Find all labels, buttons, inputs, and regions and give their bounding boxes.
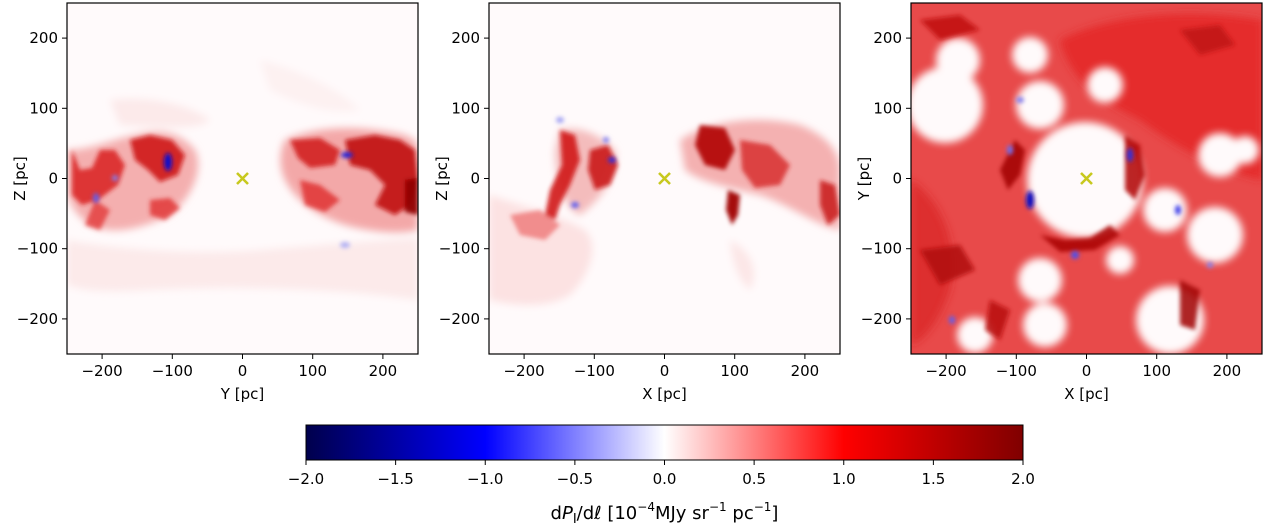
x-axis-label: Y [pc] (220, 385, 264, 403)
xtick-label: −200 (503, 362, 544, 380)
xtick-label: 200 (1213, 362, 1242, 380)
ytick-label: −200 (439, 310, 480, 328)
ytick-label: 0 (470, 170, 480, 188)
xtick-label: 200 (369, 362, 398, 380)
ytick-label: 200 (451, 29, 480, 47)
xtick-label: −200 (925, 362, 966, 380)
ytick-label: −100 (861, 240, 902, 258)
panel-3 (910, 2, 1263, 355)
heatmap-3 (911, 3, 1262, 354)
xtick-label: 100 (1142, 362, 1171, 380)
x-axis-label: X [pc] (1064, 385, 1109, 403)
colorbar-tick-label: 0.0 (653, 470, 677, 488)
colorbar-label: dPI/dℓ [10−4MJy sr−1 pc−1] (551, 500, 779, 527)
heatmap-1 (67, 3, 418, 354)
ytick-label: −200 (17, 310, 58, 328)
colorbar-tick-label: 1.0 (832, 470, 856, 488)
xtick-label: −100 (996, 362, 1037, 380)
colorbar-ticks: −2.0 −1.5 −1.0 −0.5 0.0 0.5 1.0 1.5 2.0 (288, 460, 1035, 488)
x-axis-label: X [pc] (642, 385, 687, 403)
ytick-label: −100 (439, 240, 480, 258)
ytick-label: 100 (29, 99, 58, 117)
y-axis-label: Z [pc] (11, 156, 29, 201)
panel-1 (66, 2, 419, 355)
ytick-label: −100 (17, 240, 58, 258)
center-marker-2 (658, 172, 671, 185)
y-axis-label: Y [pc] (855, 157, 873, 201)
colorbar-tick-label: −0.5 (557, 470, 593, 488)
ytick-label: 200 (873, 29, 902, 47)
colorbar-tick-label: −1.0 (467, 470, 503, 488)
ytick-label: −200 (861, 310, 902, 328)
axes-layer: −200 −100 0 100 200 −200 −100 0 100 200 Y [pc] Z [p… (11, 29, 1241, 403)
xtick-label: 0 (238, 362, 248, 380)
panel-2 (488, 2, 841, 355)
xtick-label: 0 (1082, 362, 1092, 380)
ytick-label: 200 (29, 29, 58, 47)
xtick-label: −200 (81, 362, 122, 380)
xtick-label: 100 (298, 362, 327, 380)
ytick-label: 0 (48, 170, 58, 188)
xtick-label: 200 (791, 362, 820, 380)
xtick-label: −100 (152, 362, 193, 380)
xtick-label: −100 (574, 362, 615, 380)
colorbar-tick-label: −2.0 (288, 470, 324, 488)
colorbar-tick-label: −1.5 (377, 470, 413, 488)
colorbar-tick-label: 2.0 (1011, 470, 1035, 488)
colorbar-tick-label: 1.5 (921, 470, 945, 488)
ytick-label: 100 (873, 99, 902, 117)
ytick-label: 0 (892, 170, 902, 188)
colorbar-tick-label: 0.5 (742, 470, 766, 488)
center-marker-3 (1080, 172, 1093, 185)
y-axis-label: Z [pc] (433, 156, 451, 201)
xtick-label: 100 (720, 362, 749, 380)
ytick-label: 100 (451, 99, 480, 117)
xtick-label: 0 (660, 362, 670, 380)
colorbar-gradient (305, 424, 1024, 461)
center-marker-1 (236, 172, 249, 185)
colorbar: −2.0 −1.5 −1.0 −0.5 0.0 0.5 1.0 1.5 2.0 dPI/dℓ [… (288, 424, 1035, 527)
